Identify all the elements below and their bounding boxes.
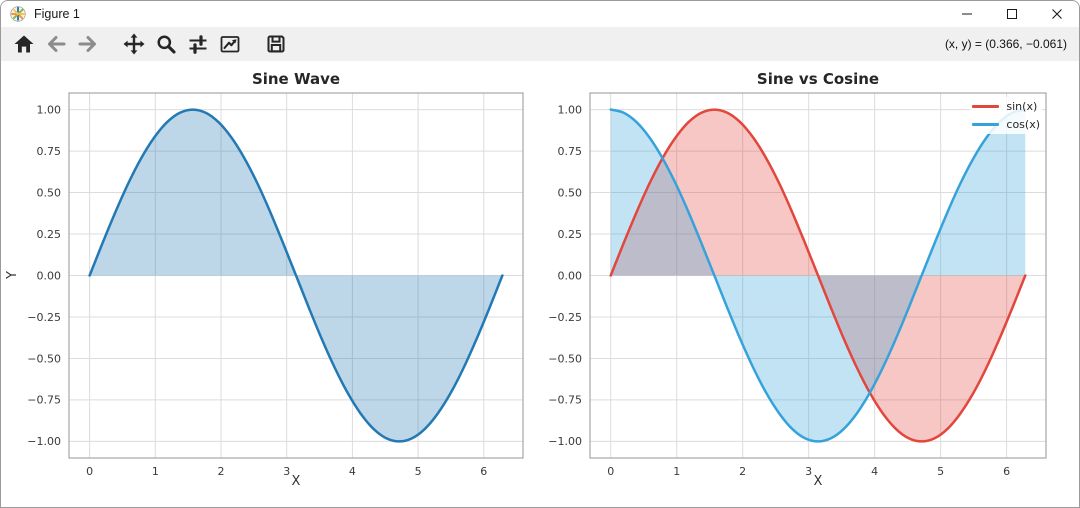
svg-text:1.00: 1.00 (37, 103, 62, 116)
zoom-button[interactable] (151, 29, 181, 59)
back-button[interactable] (41, 29, 71, 59)
svg-text:2: 2 (739, 465, 746, 478)
window-title: Figure 1 (34, 7, 80, 21)
customize-button[interactable] (215, 29, 245, 59)
svg-text:3: 3 (283, 465, 290, 478)
svg-text:−0.75: −0.75 (27, 394, 61, 407)
legend-line-sin (972, 105, 1000, 108)
svg-text:0: 0 (86, 465, 93, 478)
close-button[interactable] (1034, 1, 1079, 27)
home-button[interactable] (9, 29, 39, 59)
pan-button[interactable] (119, 29, 149, 59)
customize-chart-icon (220, 36, 240, 53)
plot-title: Sine vs Cosine (756, 70, 880, 88)
legend-entry-sin: sin(x) (972, 99, 1040, 114)
home-icon (14, 35, 34, 53)
subplots-sliders-icon (189, 35, 207, 54)
svg-text:0.25: 0.25 (558, 228, 583, 241)
svg-text:1: 1 (152, 465, 159, 478)
svg-text:1.00: 1.00 (558, 103, 583, 116)
sine-vs-cosine-plot-area[interactable]: 1.00 0.75 0.50 0.25 0.00 −0.25 −0.50 −0.75 −1.00… (541, 61, 1080, 508)
window-controls (944, 1, 1079, 27)
x-axis-label: X (291, 474, 301, 489)
forward-button[interactable] (73, 29, 103, 59)
svg-text:0.50: 0.50 (37, 186, 62, 199)
pan-icon (123, 33, 145, 55)
svg-text:0.50: 0.50 (558, 186, 583, 199)
svg-text:6: 6 (1003, 465, 1010, 478)
legend-label-sin: sin(x) (1006, 100, 1038, 113)
sine-vs-cosine-subplot: 1.00 0.75 0.50 0.25 0.00 −0.25 −0.50 −0.75 −1.00… (541, 61, 1080, 508)
sine-wave-plot-area[interactable]: 1.00 0.75 0.50 0.25 0.00 −0.25 −0.50 −0.75 −1.00… (1, 61, 541, 508)
svg-text:0.75: 0.75 (37, 145, 62, 158)
svg-text:6: 6 (480, 465, 487, 478)
svg-text:0.75: 0.75 (558, 145, 583, 158)
zoom-icon (157, 35, 176, 54)
svg-text:3: 3 (805, 465, 812, 478)
svg-text:4: 4 (349, 465, 356, 478)
svg-text:5: 5 (415, 465, 422, 478)
x-axis-label: X (813, 474, 823, 489)
legend: sin(x) cos(x) (970, 97, 1042, 134)
svg-text:−1.00: −1.00 (548, 435, 582, 448)
legend-line-cos (972, 123, 1000, 126)
svg-text:−0.25: −0.25 (548, 311, 582, 324)
back-arrow-icon (48, 36, 66, 52)
maximize-button[interactable] (989, 1, 1034, 27)
legend-label-cos: cos(x) (1006, 118, 1040, 131)
svg-text:−1.00: −1.00 (27, 435, 61, 448)
matplotlib-logo-icon (10, 6, 26, 22)
figure-toolbar: (x, y) = (0.366, −0.061) (1, 27, 1079, 61)
close-icon (1051, 9, 1062, 19)
svg-text:0.00: 0.00 (37, 269, 62, 282)
minimize-icon (961, 13, 972, 15)
save-icon (267, 35, 285, 53)
svg-text:−0.50: −0.50 (27, 352, 61, 365)
minimize-button[interactable] (944, 1, 989, 27)
svg-text:−0.25: −0.25 (27, 311, 61, 324)
svg-text:2: 2 (218, 465, 225, 478)
cursor-coordinates: (x, y) = (0.366, −0.061) (944, 37, 1067, 51)
maximize-icon (1006, 9, 1017, 19)
window-titlebar[interactable]: Figure 1 (1, 1, 1079, 27)
legend-entry-cos: cos(x) (972, 117, 1040, 132)
save-button[interactable] (261, 29, 291, 59)
y-axis-label: Y (5, 271, 20, 279)
svg-text:0: 0 (607, 465, 614, 478)
svg-text:0.00: 0.00 (558, 269, 583, 282)
figure-canvas: 1.00 0.75 0.50 0.25 0.00 −0.25 −0.50 −0.75 −1.00… (1, 61, 1080, 508)
svg-text:0.25: 0.25 (37, 228, 62, 241)
svg-text:1: 1 (673, 465, 680, 478)
plot-title: Sine Wave (251, 70, 341, 88)
svg-text:5: 5 (937, 465, 944, 478)
forward-arrow-icon (78, 36, 96, 52)
svg-text:−0.75: −0.75 (548, 394, 582, 407)
sine-wave-subplot: 1.00 0.75 0.50 0.25 0.00 −0.25 −0.50 −0.75 −1.00… (1, 61, 541, 508)
configure-subplots-button[interactable] (183, 29, 213, 59)
svg-text:4: 4 (871, 465, 878, 478)
svg-text:−0.50: −0.50 (548, 352, 582, 365)
